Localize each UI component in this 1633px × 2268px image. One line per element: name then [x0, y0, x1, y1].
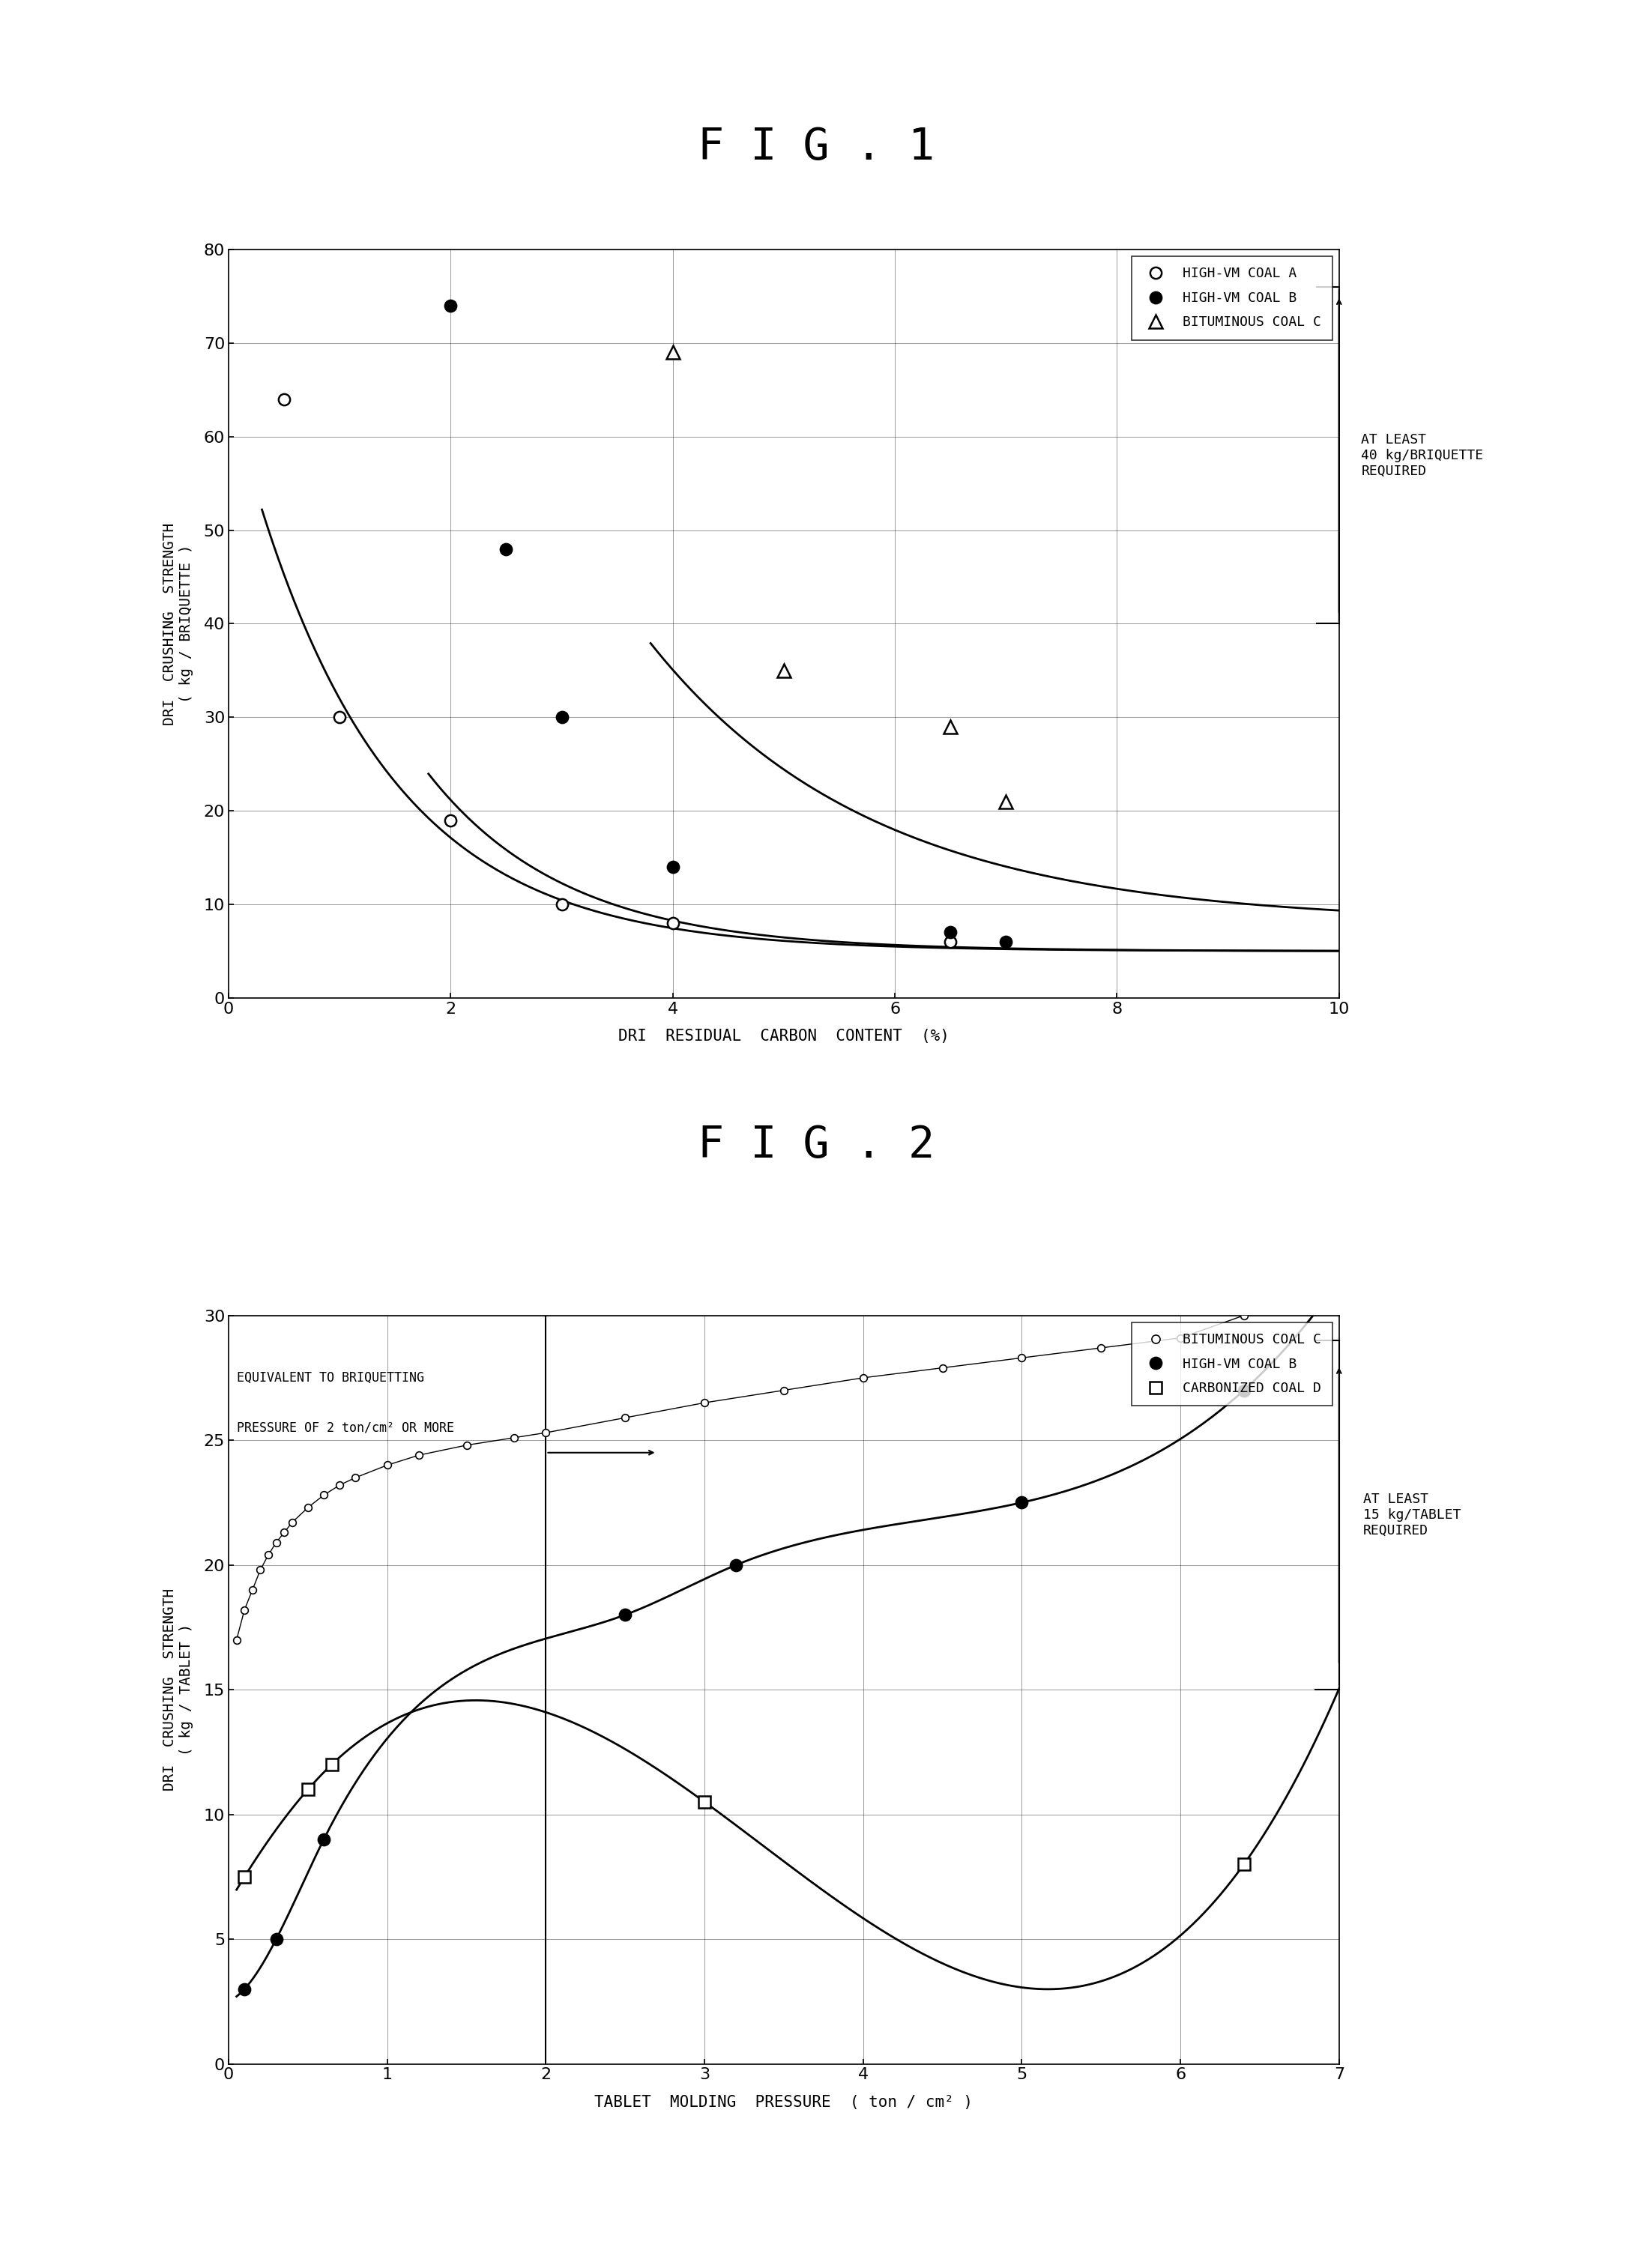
X-axis label: DRI  RESIDUAL  CARBON  CONTENT  (%): DRI RESIDUAL CARBON CONTENT (%): [619, 1030, 949, 1043]
Legend: HIGH-VM COAL A, HIGH-VM COAL B, BITUMINOUS COAL C: HIGH-VM COAL A, HIGH-VM COAL B, BITUMINO…: [1132, 256, 1333, 340]
Text: PRESSURE OF 2 ton/cm² OR MORE: PRESSURE OF 2 ton/cm² OR MORE: [237, 1422, 454, 1433]
Text: F I G . 1: F I G . 1: [697, 127, 936, 168]
Y-axis label: DRI  CRUSHING  STRENGTH
( kg / BRIQUETTE ): DRI CRUSHING STRENGTH ( kg / BRIQUETTE ): [162, 522, 193, 726]
Legend: BITUMINOUS COAL C, HIGH-VM COAL B, CARBONIZED COAL D: BITUMINOUS COAL C, HIGH-VM COAL B, CARBO…: [1132, 1322, 1333, 1406]
Y-axis label: DRI  CRUSHING  STRENGTH
( kg / TABLET ): DRI CRUSHING STRENGTH ( kg / TABLET ): [163, 1588, 193, 1792]
X-axis label: TABLET  MOLDING  PRESSURE  ( ton / cm² ): TABLET MOLDING PRESSURE ( ton / cm² ): [594, 2096, 973, 2109]
Text: AT LEAST
15 kg/TABLET
REQUIRED: AT LEAST 15 kg/TABLET REQUIRED: [1364, 1492, 1460, 1538]
Text: AT LEAST
40 kg/BRIQUETTE
REQUIRED: AT LEAST 40 kg/BRIQUETTE REQUIRED: [1362, 433, 1483, 479]
Text: EQUIVALENT TO BRIQUETTING: EQUIVALENT TO BRIQUETTING: [237, 1372, 425, 1383]
Text: F I G . 2: F I G . 2: [697, 1125, 936, 1166]
